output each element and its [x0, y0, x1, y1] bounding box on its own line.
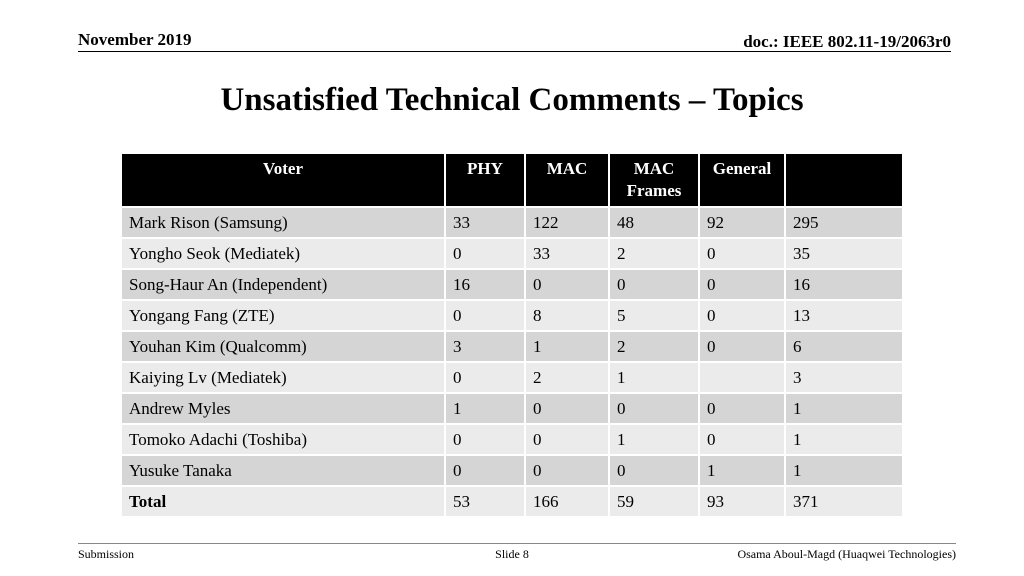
cell-mac: 0 — [526, 268, 610, 299]
cell-mac: 8 — [526, 299, 610, 330]
table-row: Andrew Myles 1 0 0 0 1 — [122, 392, 902, 423]
slide-title: Unsatisfied Technical Comments – Topics — [220, 82, 804, 118]
table-row: Kaiying Lv (Mediatek) 0 2 1 3 — [122, 361, 902, 392]
cell-general: 0 — [700, 392, 786, 423]
cell-general: 0 — [700, 268, 786, 299]
footer-submission: Submission — [78, 547, 135, 561]
cell-phy: 0 — [446, 361, 526, 392]
cell-mac-frames: 48 — [610, 206, 700, 237]
header-doc-id: doc.: IEEE 802.11-19/2063r0 — [743, 32, 951, 51]
cell-voter: Yusuke Tanaka — [122, 454, 446, 485]
cell-general: 0 — [700, 330, 786, 361]
cell-mac: 0 — [526, 392, 610, 423]
cell-mac: 0 — [526, 454, 610, 485]
cell-phy: 0 — [446, 454, 526, 485]
cell-voter: Mark Rison (Samsung) — [122, 206, 446, 237]
cell-mac: 0 — [526, 423, 610, 454]
cell-total: 3 — [786, 361, 902, 392]
col-header-total — [786, 154, 902, 206]
cell-phy: 0 — [446, 299, 526, 330]
cell-mac-frames: 0 — [610, 454, 700, 485]
cell-voter: Tomoko Adachi (Toshiba) — [122, 423, 446, 454]
table-header-row: Voter PHY MAC MAC Frames General — [122, 154, 902, 206]
cell-mac-frames: 59 — [610, 485, 700, 516]
cell-phy: 33 — [446, 206, 526, 237]
col-header-general: General — [700, 154, 786, 206]
table-total-row: Total 53 166 59 93 371 — [122, 485, 902, 516]
cell-voter: Youhan Kim (Qualcomm) — [122, 330, 446, 361]
cell-total: 1 — [786, 454, 902, 485]
cell-mac-frames: 1 — [610, 361, 700, 392]
cell-phy: 0 — [446, 237, 526, 268]
cell-mac: 33 — [526, 237, 610, 268]
cell-general: 1 — [700, 454, 786, 485]
col-header-voter: Voter — [122, 154, 446, 206]
cell-voter: Yongho Seok (Mediatek) — [122, 237, 446, 268]
cell-mac: 166 — [526, 485, 610, 516]
cell-general — [700, 361, 786, 392]
cell-phy: 1 — [446, 392, 526, 423]
cell-total: 1 — [786, 392, 902, 423]
cell-total: 6 — [786, 330, 902, 361]
table-row: Yusuke Tanaka 0 0 0 1 1 — [122, 454, 902, 485]
cell-mac-frames: 0 — [610, 268, 700, 299]
cell-mac-frames: 5 — [610, 299, 700, 330]
cell-voter: Kaiying Lv (Mediatek) — [122, 361, 446, 392]
cell-total: 1 — [786, 423, 902, 454]
col-header-mac: MAC — [526, 154, 610, 206]
table-row: Song-Haur An (Independent) 16 0 0 0 16 — [122, 268, 902, 299]
footer-author: Osama Aboul-Magd (Huaqwei Technologies) — [737, 547, 956, 561]
header-date: November 2019 — [78, 30, 192, 49]
cell-phy: 53 — [446, 485, 526, 516]
cell-mac: 122 — [526, 206, 610, 237]
cell-phy: 3 — [446, 330, 526, 361]
cell-mac-frames: 0 — [610, 392, 700, 423]
table-row: Tomoko Adachi (Toshiba) 0 0 1 0 1 — [122, 423, 902, 454]
cell-mac-frames: 2 — [610, 330, 700, 361]
cell-total: 371 — [786, 485, 902, 516]
cell-total: 13 — [786, 299, 902, 330]
cell-mac-frames: 1 — [610, 423, 700, 454]
cell-voter: Song-Haur An (Independent) — [122, 268, 446, 299]
comments-table: Voter PHY MAC MAC Frames General Mark Ri… — [122, 154, 902, 516]
footer-slide-number: Slide 8 — [495, 547, 529, 561]
cell-mac: 2 — [526, 361, 610, 392]
cell-mac: 1 — [526, 330, 610, 361]
cell-voter: Andrew Myles — [122, 392, 446, 423]
cell-phy: 0 — [446, 423, 526, 454]
col-header-mac-frames: MAC Frames — [610, 154, 700, 206]
cell-total: 35 — [786, 237, 902, 268]
table-row: Mark Rison (Samsung) 33 122 48 92 295 — [122, 206, 902, 237]
cell-general: 0 — [700, 299, 786, 330]
cell-mac-frames: 2 — [610, 237, 700, 268]
cell-general: 0 — [700, 423, 786, 454]
table-row: Yongang Fang (ZTE) 0 8 5 0 13 — [122, 299, 902, 330]
cell-phy: 16 — [446, 268, 526, 299]
col-header-phy: PHY — [446, 154, 526, 206]
cell-general: 93 — [700, 485, 786, 516]
cell-voter: Yongang Fang (ZTE) — [122, 299, 446, 330]
cell-total: 295 — [786, 206, 902, 237]
header-divider — [78, 51, 951, 52]
footer-divider — [78, 543, 956, 544]
table-row: Youhan Kim (Qualcomm) 3 1 2 0 6 — [122, 330, 902, 361]
table-row: Yongho Seok (Mediatek) 0 33 2 0 35 — [122, 237, 902, 268]
cell-general: 92 — [700, 206, 786, 237]
cell-total: 16 — [786, 268, 902, 299]
cell-general: 0 — [700, 237, 786, 268]
cell-voter: Total — [122, 485, 446, 516]
